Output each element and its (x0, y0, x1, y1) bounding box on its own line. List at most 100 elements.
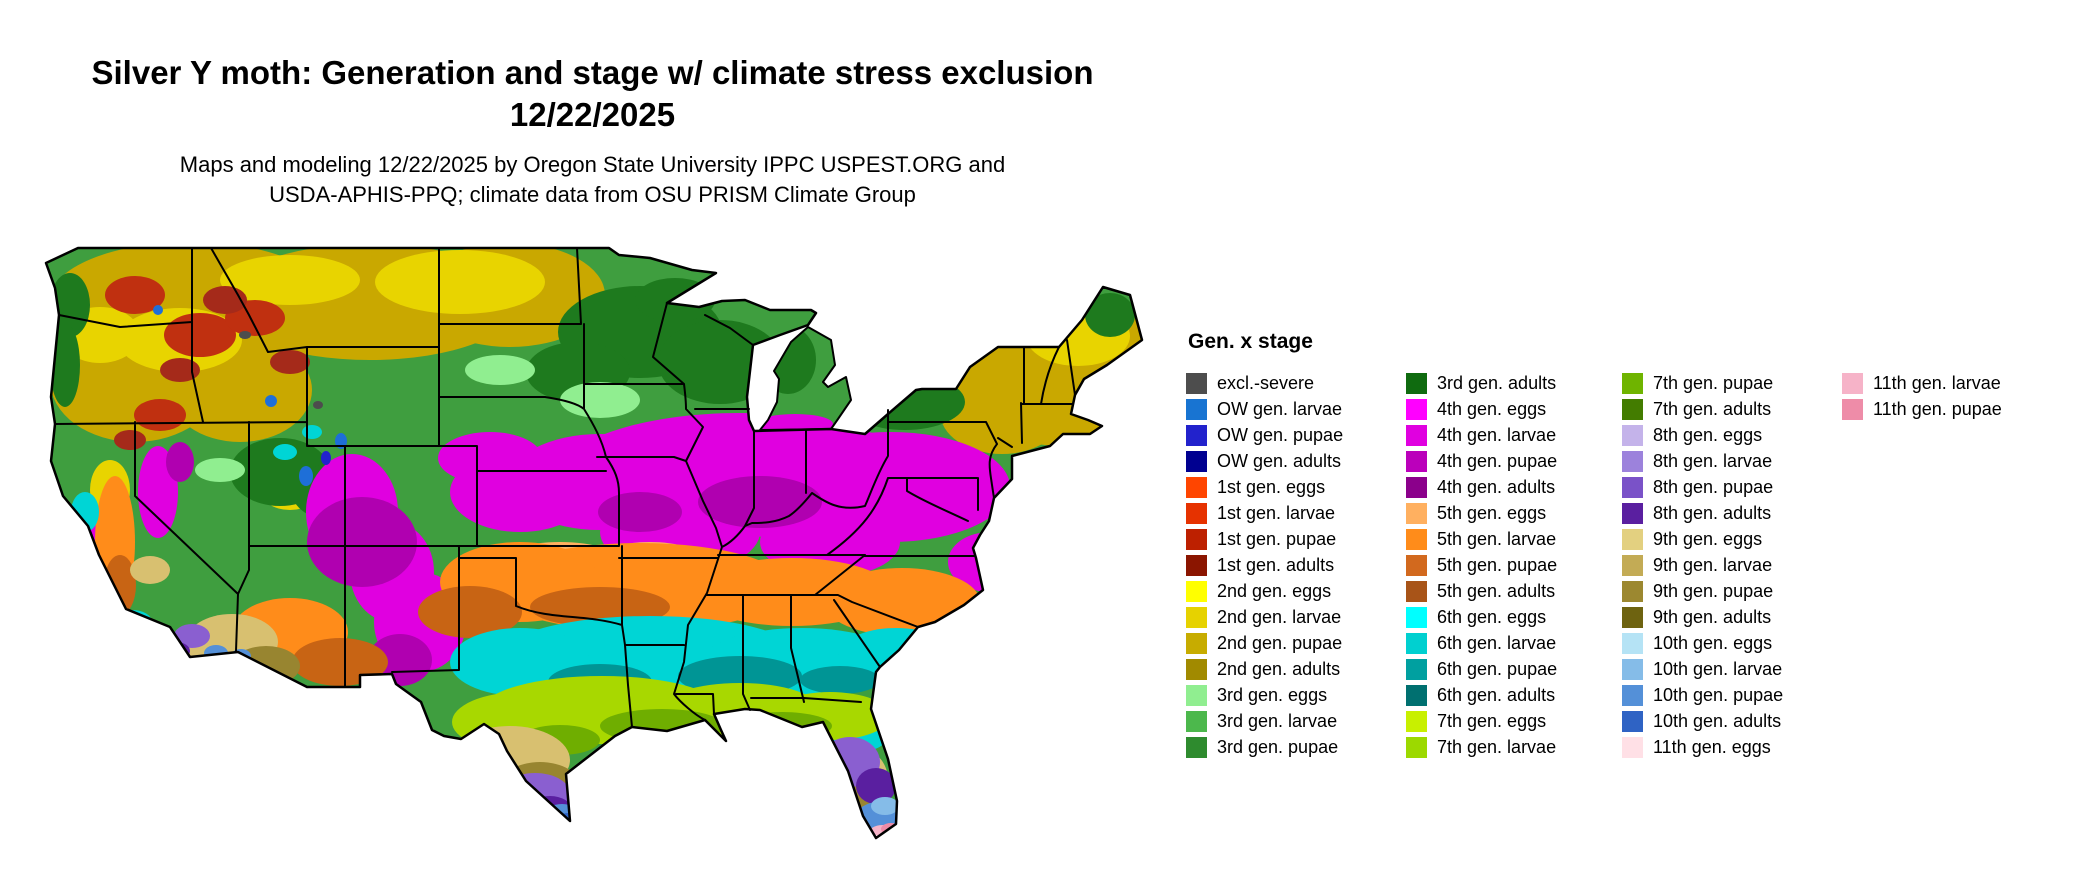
legend-columns: excl.-severe OW gen. larvae OW gen. pupae O… (1186, 370, 2091, 760)
legend-label: 10th gen. pupae (1653, 685, 1784, 705)
legend-item: 5th gen. larvae (1406, 526, 1622, 552)
legend-color-swatch (1622, 450, 1643, 472)
legend-color-swatch (1186, 424, 1207, 446)
legend-label: 11th gen. pupae (1873, 399, 2002, 419)
legend-label: 3rd gen. larvae (1217, 711, 1338, 731)
legend-color-swatch (1406, 684, 1427, 706)
legend-item: 4th gen. pupae (1406, 448, 1622, 474)
legend-color-swatch (1186, 736, 1207, 758)
legend-item: 3rd gen. adults (1406, 370, 1622, 396)
legend-item: 4th gen. eggs (1406, 396, 1622, 422)
legend-label: 9th gen. larvae (1653, 555, 1773, 575)
legend-item: 2nd gen. eggs (1186, 578, 1406, 604)
legend-label: 8th gen. eggs (1653, 425, 1763, 445)
legend-label: 3rd gen. eggs (1217, 685, 1328, 705)
legend-color-swatch (1622, 528, 1643, 550)
legend-label: 4th gen. eggs (1437, 399, 1547, 419)
state-borders (54, 247, 1076, 728)
legend-color-swatch (1406, 528, 1427, 550)
page-title-date: 12/22/2025 (509, 96, 676, 134)
legend-label: 2nd gen. eggs (1217, 581, 1332, 601)
legend-item: 5th gen. eggs (1406, 500, 1622, 526)
legend-color-swatch (1406, 658, 1427, 680)
legend-label: 10th gen. larvae (1653, 659, 1783, 679)
legend-item: 6th gen. larvae (1406, 630, 1622, 656)
legend-label: 5th gen. adults (1437, 581, 1556, 601)
legend-color-swatch (1406, 424, 1427, 446)
legend-color-swatch (1622, 606, 1643, 628)
us-outline (44, 246, 1144, 840)
legend-label: OW gen. pupae (1217, 425, 1344, 445)
legend-item: OW gen. adults (1186, 448, 1406, 474)
legend-title: Gen. x stage (1188, 330, 1313, 353)
legend-item: 10th gen. larvae (1622, 656, 1842, 682)
legend-item: 10th gen. adults (1622, 708, 1842, 734)
page-subtitle-line1: Maps and modeling 12/22/2025 by Oregon S… (179, 152, 1006, 178)
legend-color-swatch (1622, 580, 1643, 602)
legend-item: 6th gen. eggs (1406, 604, 1622, 630)
legend-color-swatch (1186, 554, 1207, 576)
legend-label: 1st gen. adults (1217, 555, 1335, 575)
map-raster (46, 248, 1142, 838)
legend-color-swatch (1186, 398, 1207, 420)
legend-label: 10th gen. adults (1653, 711, 1782, 731)
legend-color-swatch (1622, 658, 1643, 680)
legend-item: 2nd gen. adults (1186, 656, 1406, 682)
legend-label: 4th gen. adults (1437, 477, 1556, 497)
legend-label: OW gen. larvae (1217, 399, 1343, 419)
legend-color-swatch (1622, 736, 1643, 758)
legend-color-swatch (1622, 502, 1643, 524)
legend-item: 7th gen. eggs (1406, 708, 1622, 734)
legend-item: 11th gen. pupae (1842, 396, 2082, 422)
legend-item: 9th gen. larvae (1622, 552, 1842, 578)
legend-color-swatch (1406, 736, 1427, 758)
legend-label: 4th gen. pupae (1437, 451, 1558, 471)
legend-color-swatch (1186, 632, 1207, 654)
legend-color-swatch (1406, 580, 1427, 602)
legend-color-swatch (1186, 502, 1207, 524)
legend-item: 7th gen. pupae (1622, 370, 1842, 396)
legend-item: 1st gen. eggs (1186, 474, 1406, 500)
legend-item: OW gen. larvae (1186, 396, 1406, 422)
page-title-line1: Silver Y moth: Generation and stage w/ c… (91, 54, 1094, 91)
legend-label: 5th gen. larvae (1437, 529, 1557, 549)
legend-label: 11th gen. larvae (1873, 373, 2001, 393)
legend-color-swatch (1186, 580, 1207, 602)
legend-label: 7th gen. pupae (1653, 373, 1774, 393)
legend-item: 7th gen. adults (1622, 396, 1842, 422)
page-subtitle: Maps and modeling 12/22/2025 by Oregon S… (40, 150, 1145, 209)
legend-label: 1st gen. pupae (1217, 529, 1337, 549)
legend-label: 3rd gen. pupae (1217, 737, 1339, 757)
legend-item: 8th gen. adults (1622, 500, 1842, 526)
legend-color-swatch (1622, 476, 1643, 498)
legend-item: 9th gen. adults (1622, 604, 1842, 630)
legend-label: 8th gen. larvae (1653, 451, 1773, 471)
legend-item: 2nd gen. pupae (1186, 630, 1406, 656)
legend-item: 2nd gen. larvae (1186, 604, 1406, 630)
legend-color-swatch (1406, 502, 1427, 524)
legend-item: 6th gen. pupae (1406, 656, 1622, 682)
legend-label: 6th gen. eggs (1437, 607, 1547, 627)
map-header: Silver Y moth: Generation and stage w/ c… (40, 52, 1145, 210)
legend-item: 1st gen. larvae (1186, 500, 1406, 526)
legend-label: 1st gen. eggs (1217, 477, 1326, 497)
legend-item: 6th gen. adults (1406, 682, 1622, 708)
us-map (40, 240, 1145, 860)
legend-item: 5th gen. adults (1406, 578, 1622, 604)
legend-label: 2nd gen. adults (1217, 659, 1341, 679)
legend-label: 10th gen. eggs (1653, 633, 1773, 653)
legend-item: 1st gen. pupae (1186, 526, 1406, 552)
legend-item: 4th gen. larvae (1406, 422, 1622, 448)
legend-label: 2nd gen. larvae (1217, 607, 1342, 627)
legend-color-swatch (1622, 710, 1643, 732)
legend-label: 3rd gen. adults (1437, 373, 1557, 393)
legend-color-swatch (1622, 372, 1643, 394)
page-title: Silver Y moth: Generation and stage w/ c… (40, 52, 1145, 136)
legend-column: excl.-severe OW gen. larvae OW gen. pupae O… (1186, 370, 1406, 760)
legend-color-swatch (1842, 398, 1863, 420)
legend-color-swatch (1622, 684, 1643, 706)
legend-label: 9th gen. adults (1653, 607, 1772, 627)
legend-item: 8th gen. pupae (1622, 474, 1842, 500)
legend-item: 4th gen. adults (1406, 474, 1622, 500)
legend-label: 5th gen. pupae (1437, 555, 1558, 575)
